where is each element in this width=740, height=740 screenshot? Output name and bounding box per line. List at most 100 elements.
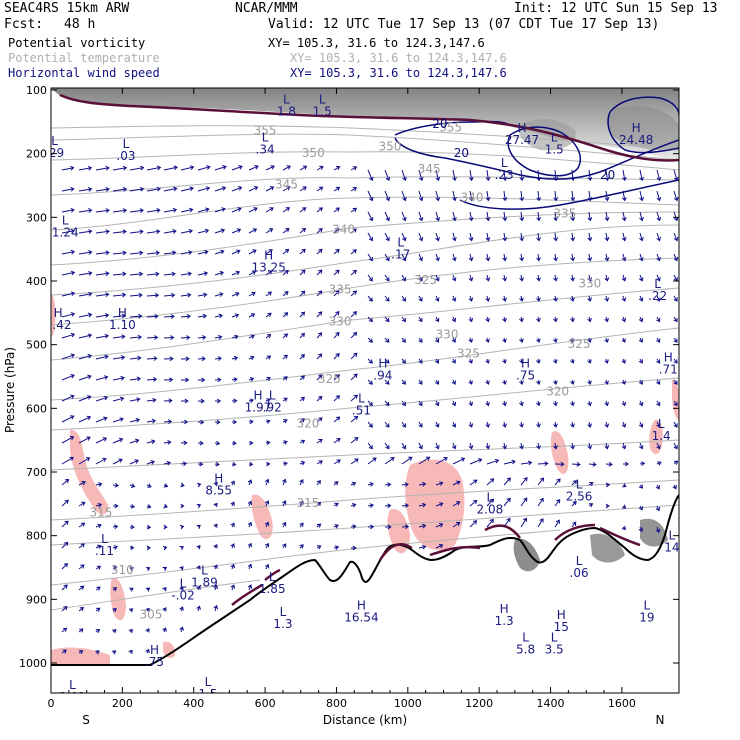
- extremum-value: .29: [45, 146, 64, 160]
- wind-vector: [282, 207, 291, 213]
- theta-isentrope: [51, 224, 679, 296]
- wind-vector: [469, 499, 478, 507]
- wind-vector: [656, 190, 662, 202]
- wind-vector: [536, 169, 542, 182]
- wind-vector: [587, 337, 592, 343]
- wind-vector: [146, 335, 159, 340]
- wind-vector: [163, 398, 173, 404]
- extremum-value: 8.55: [205, 483, 232, 497]
- wind-vector: [485, 190, 491, 202]
- wind-vector: [604, 253, 610, 262]
- wind-vector: [61, 165, 75, 171]
- wind-vector: [197, 271, 209, 276]
- wind-vector: [656, 379, 661, 385]
- wind-vector: [485, 379, 490, 385]
- wind-vector: [350, 481, 357, 487]
- wind-vector: [112, 437, 124, 444]
- wind-vector: [384, 274, 390, 282]
- wind-vector: [401, 421, 406, 428]
- pv-shade-blob: [405, 459, 465, 550]
- wind-vector: [587, 295, 592, 302]
- wind-vector: [621, 232, 627, 242]
- wind-vector: [418, 421, 423, 428]
- wind-speed-contour: [394, 120, 511, 136]
- wind-vector: [112, 355, 126, 360]
- wind-speed-contour: [609, 96, 679, 116]
- wind-vector: [418, 502, 427, 508]
- wind-vector: [401, 379, 406, 385]
- wind-vector: [247, 521, 253, 528]
- wind-vector: [469, 520, 478, 528]
- wind-vector: [146, 545, 151, 551]
- extremum-type: H: [253, 389, 262, 403]
- wind-vector: [213, 544, 218, 549]
- extremum-type: H: [150, 643, 159, 657]
- wind-vector: [230, 522, 235, 528]
- wind-vector: [519, 253, 525, 262]
- wind-vector: [61, 649, 67, 654]
- wind-vector: [502, 316, 507, 323]
- wind-vector: [451, 232, 457, 242]
- wind-vector: [587, 316, 592, 323]
- extremum-type: L: [269, 389, 276, 403]
- wind-vector: [249, 440, 254, 446]
- wind-vector: [673, 379, 678, 385]
- wind-vector: [78, 395, 92, 402]
- wind-vector: [536, 379, 541, 385]
- wind-vector: [78, 564, 85, 570]
- extremum-type: H: [632, 121, 641, 135]
- wind-vector: [621, 525, 626, 531]
- wind-vector: [231, 334, 239, 340]
- wind-vector: [384, 232, 390, 242]
- wind-vector: [61, 228, 75, 234]
- wind-vector: [316, 186, 324, 192]
- wind-vector: [401, 400, 406, 407]
- theta-label: 310: [111, 563, 134, 577]
- wind-vector: [78, 333, 93, 339]
- wind-vector: [197, 461, 204, 467]
- wind-vector: [401, 295, 406, 302]
- wind-vector: [163, 503, 168, 509]
- wind-vector: [163, 250, 177, 256]
- wind-vector: [333, 545, 340, 550]
- wind-vector: [418, 253, 423, 262]
- wind-vector: [468, 190, 474, 202]
- wind-vector: [519, 274, 524, 282]
- wind-vector: [418, 481, 427, 487]
- wind-vector: [673, 337, 678, 343]
- wind-vector: [536, 295, 541, 302]
- wind-vector: [672, 484, 677, 490]
- x-tick-label: 1200: [465, 697, 493, 710]
- wind-vector: [367, 169, 374, 182]
- wind-vector: [485, 337, 490, 343]
- theta-label: 315: [90, 506, 113, 520]
- wind-vector: [621, 211, 627, 222]
- wind-vector: [418, 358, 423, 364]
- y-tick-label: 500: [26, 339, 47, 352]
- wind-vector: [197, 186, 211, 192]
- wind-vector: [469, 458, 483, 465]
- wind-vector: [570, 316, 575, 323]
- wind-vector: [78, 229, 93, 234]
- theta-label: 325: [457, 346, 480, 360]
- wind-vector: [468, 253, 474, 262]
- wind-vector: [129, 417, 141, 423]
- extremum-value: 15: [554, 620, 569, 634]
- wind-vector: [248, 291, 256, 297]
- theta-isentrope: [51, 479, 679, 521]
- wind-vector: [503, 497, 511, 507]
- wind-vector: [384, 337, 390, 343]
- wind-vector: [316, 460, 323, 465]
- wind-vector: [451, 337, 456, 343]
- wind-vector: [485, 295, 490, 302]
- wind-vector: [95, 650, 100, 655]
- terrain-pv-edge: [231, 523, 641, 606]
- wind-vector: [638, 358, 643, 364]
- wind-vector: [367, 295, 373, 302]
- wind-vector: [163, 440, 172, 445]
- extremum-type: L: [397, 236, 404, 250]
- wind-vector: [129, 483, 136, 488]
- wind-vector: [435, 211, 441, 222]
- wind-vector: [214, 270, 225, 276]
- wind-vector: [95, 437, 108, 444]
